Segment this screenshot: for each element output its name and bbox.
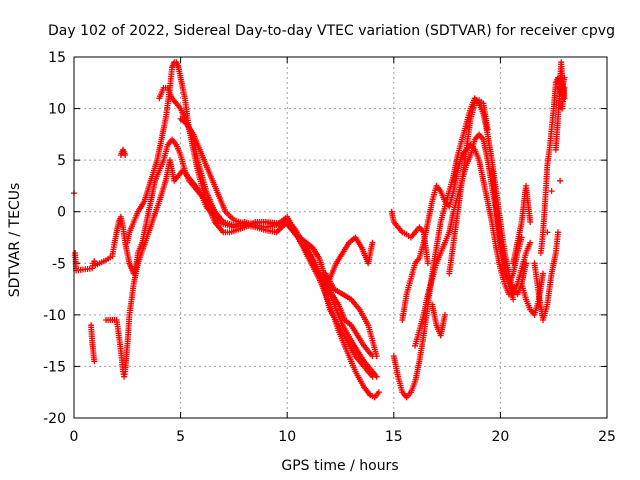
y-tick-label: -5 — [52, 256, 66, 272]
data-points — [71, 59, 568, 401]
series-track-c — [117, 59, 376, 380]
x-tick-label: 0 — [70, 429, 79, 445]
grid — [74, 57, 607, 418]
data-point — [375, 389, 382, 396]
chart-title: Day 102 of 2022, Sidereal Day-to-day VTE… — [48, 23, 615, 39]
x-tick-label: 15 — [385, 429, 403, 445]
series-track-i — [390, 95, 529, 401]
series-track-n — [537, 74, 568, 256]
series-track-e — [177, 115, 382, 401]
plot-frame — [73, 56, 608, 419]
y-axis-label: SDTVAR / TECUs — [7, 183, 23, 298]
y-tick-label: -15 — [43, 359, 66, 375]
x-tick-label: 20 — [491, 429, 509, 445]
y-tick-label: 0 — [57, 205, 66, 221]
data-point — [557, 177, 564, 184]
data-point — [561, 74, 568, 81]
series-track-b — [88, 157, 227, 380]
x-axis-label: GPS time / hours — [281, 458, 398, 474]
series-track-h — [388, 97, 525, 339]
y-tick-label: 15 — [48, 50, 66, 66]
data-point — [122, 152, 129, 158]
data-point — [373, 373, 380, 380]
data-point — [91, 358, 98, 365]
data-point — [442, 311, 448, 318]
series-track-k — [412, 131, 517, 349]
y-tick-label: 5 — [57, 153, 66, 169]
data-point — [540, 270, 546, 277]
data-point — [527, 219, 534, 225]
y-tick-label: 10 — [48, 102, 66, 118]
data-point — [518, 234, 525, 241]
y-tick-label: -20 — [43, 411, 66, 427]
y-tick-label: -10 — [43, 308, 66, 324]
data-point — [373, 353, 380, 360]
x-tick-label: 5 — [176, 429, 185, 445]
data-point — [561, 95, 568, 102]
series-track-f — [326, 234, 376, 282]
data-point — [548, 188, 555, 195]
series-track-m — [518, 59, 568, 318]
data-point — [555, 229, 561, 236]
data-point — [424, 260, 431, 267]
x-tick-label: 10 — [278, 429, 296, 445]
x-tick-label: 25 — [598, 429, 616, 445]
data-point — [369, 239, 376, 246]
data-point — [527, 239, 534, 246]
data-point — [510, 296, 517, 303]
series-track-g — [322, 270, 380, 360]
